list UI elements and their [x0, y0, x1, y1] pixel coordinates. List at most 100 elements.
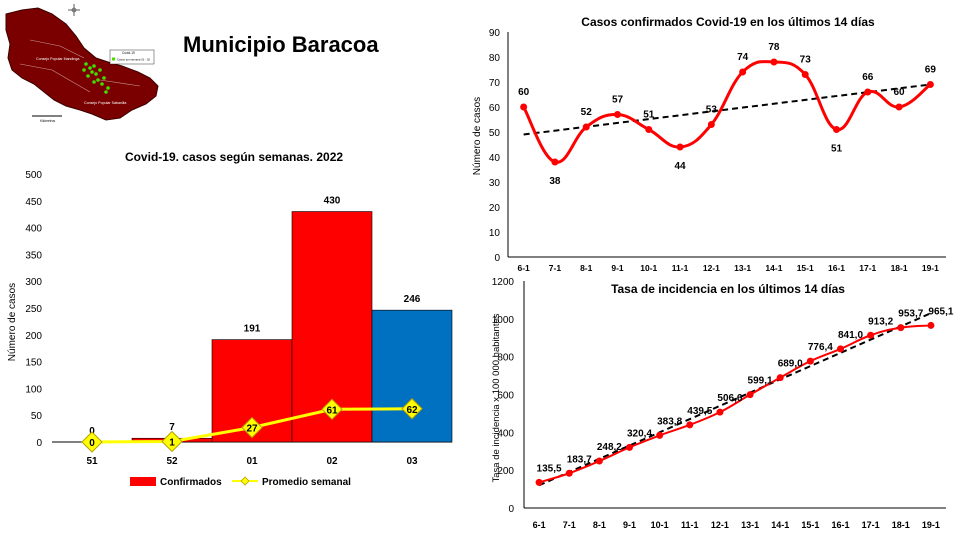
rate-value-label: 913,2	[868, 316, 893, 327]
x-tick-label: 6-1	[517, 263, 530, 273]
map-case-markers	[82, 62, 110, 94]
x-tick-label: 7-1	[549, 263, 562, 273]
x-tick-label: 16-1	[828, 263, 845, 273]
y-tick-label: 200	[25, 331, 42, 342]
cases-value-label: 53	[706, 105, 718, 116]
rate-value-label: 248,2	[597, 442, 622, 453]
y-tick-label: 400	[497, 428, 514, 439]
rate-point	[535, 478, 543, 486]
baracoa-map: Consejo Popular Mandinga Consejo Popular…	[0, 0, 168, 125]
y-tick-label: 60	[489, 103, 501, 114]
x-tick-label: 12-1	[703, 263, 720, 273]
x-tick-label: 52	[166, 456, 178, 467]
average-marker	[81, 431, 103, 453]
rate-point	[776, 374, 784, 382]
average-value-label: 61	[326, 405, 338, 416]
cases-point	[739, 68, 747, 76]
x-tick-label: 6-1	[533, 520, 546, 530]
rate-value-label: 183,7	[567, 454, 592, 465]
average-marker	[321, 398, 343, 421]
rate-chart-series: 135,5 183,7 248,2 320,4 383,8 439,5 506,6 599,1…	[535, 306, 954, 487]
rate-value-label: 599,1	[748, 376, 773, 387]
cases-point	[645, 126, 653, 133]
rate-point	[746, 391, 754, 399]
daily-chart-title: Casos confirmados Covid-19 en los último…	[581, 15, 875, 29]
cases-value-label: 60	[894, 87, 906, 98]
rate-point	[837, 345, 844, 353]
rate-point	[656, 431, 664, 439]
cases-point	[926, 81, 934, 88]
cases-value-label: 69	[925, 65, 937, 76]
daily-chart-axes: 0 10 20 30 40 50 60 70 80 90 6-1 7-1 8-1 9-1 10-1 11-1 1…	[489, 28, 946, 273]
y-tick-label: 1000	[492, 315, 515, 326]
rate-point	[867, 331, 875, 339]
rate-point	[806, 357, 814, 365]
x-tick-label: 10-1	[651, 520, 669, 530]
x-tick-label: 9-1	[623, 520, 636, 530]
rate-value-label: 383,8	[657, 416, 682, 427]
x-tick-label: 02	[326, 456, 338, 467]
legend-marker-average	[240, 476, 250, 486]
y-tick-label: 0	[36, 438, 42, 449]
cases-point	[864, 88, 872, 96]
map-image: Consejo Popular Mandinga Consejo Popular…	[5, 4, 159, 123]
weekly-chart-legend: Confirmados Promedio semanal	[130, 476, 351, 488]
bar-value-label: 7	[169, 422, 175, 433]
rate-point	[626, 443, 633, 451]
x-tick-label: 17-1	[859, 263, 876, 273]
north-arrow-icon	[68, 4, 80, 16]
cases-value-label: 44	[675, 161, 687, 172]
average-value-label: 0	[89, 438, 95, 449]
y-tick-label: 300	[25, 277, 42, 288]
x-tick-label: 18-1	[892, 520, 910, 530]
rate-point	[897, 324, 905, 332]
average-marker	[241, 416, 263, 439]
x-tick-label: 19-1	[922, 263, 939, 273]
cases-value-label: 66	[862, 72, 874, 83]
cases-value-label: 51	[643, 110, 655, 121]
cases-point	[770, 58, 778, 66]
rate-value-label: 776,4	[808, 342, 833, 353]
map-label-1: Consejo Popular Mandinga	[36, 57, 79, 61]
cases-value-label: 74	[737, 52, 749, 63]
map-legend-title: Covid-19	[122, 51, 135, 55]
map-legend-item: Casos por semana 01 - 02	[117, 58, 150, 62]
x-tick-label: 7-1	[563, 520, 576, 530]
weekly-chart-ylabel: Número de casos	[7, 283, 18, 361]
bar-03	[371, 309, 453, 443]
x-tick-label: 16-1	[831, 520, 849, 530]
cases-value-label: 78	[768, 42, 780, 53]
rate-value-label: 506,6	[717, 393, 742, 404]
y-tick-label: 250	[25, 304, 42, 315]
bar-value-label: 0	[89, 426, 95, 437]
rate-value-label: 135,5	[537, 463, 562, 474]
y-tick-label: 40	[489, 153, 501, 164]
rate-chart-axes: 0 200 400 600 800 1000 1200 6-1 7-1 8-1 9-1 10-1 11-…	[492, 278, 946, 530]
incidence-rate-chart: Tasa de incidencia en los últimos 14 día…	[491, 278, 954, 530]
legend-label-confirmed: Confirmados	[160, 477, 222, 488]
legend-label-average: Promedio semanal	[262, 477, 351, 488]
cases-point	[895, 103, 903, 111]
x-tick-label: 51	[86, 456, 98, 467]
x-tick-label: 17-1	[862, 520, 880, 530]
x-tick-label: 11-1	[672, 263, 689, 273]
weekly-cases-chart: Covid-19. casos según semanas. 2022 Núme…	[7, 150, 453, 488]
x-tick-label: 13-1	[741, 520, 759, 530]
x-tick-label: 14-1	[765, 263, 782, 273]
weekly-chart-title: Covid-19. casos según semanas. 2022	[125, 150, 343, 164]
y-tick-label: 1200	[492, 278, 515, 288]
rate-value-label: 689,0	[778, 359, 803, 370]
rate-point	[927, 321, 935, 329]
y-tick-label: 0	[508, 504, 514, 515]
bar-value-label: 191	[244, 324, 261, 335]
y-tick-label: 70	[489, 78, 501, 89]
weekly-chart-average-line: 0 1 27 61 62	[81, 398, 423, 453]
x-tick-label: 03	[406, 456, 418, 467]
cases-point	[707, 121, 715, 128]
average-value-label: 27	[246, 424, 258, 435]
cases-point	[582, 123, 590, 131]
y-tick-label: 600	[497, 391, 514, 402]
y-tick-label: 400	[25, 224, 42, 235]
y-tick-label: 50	[31, 411, 43, 422]
